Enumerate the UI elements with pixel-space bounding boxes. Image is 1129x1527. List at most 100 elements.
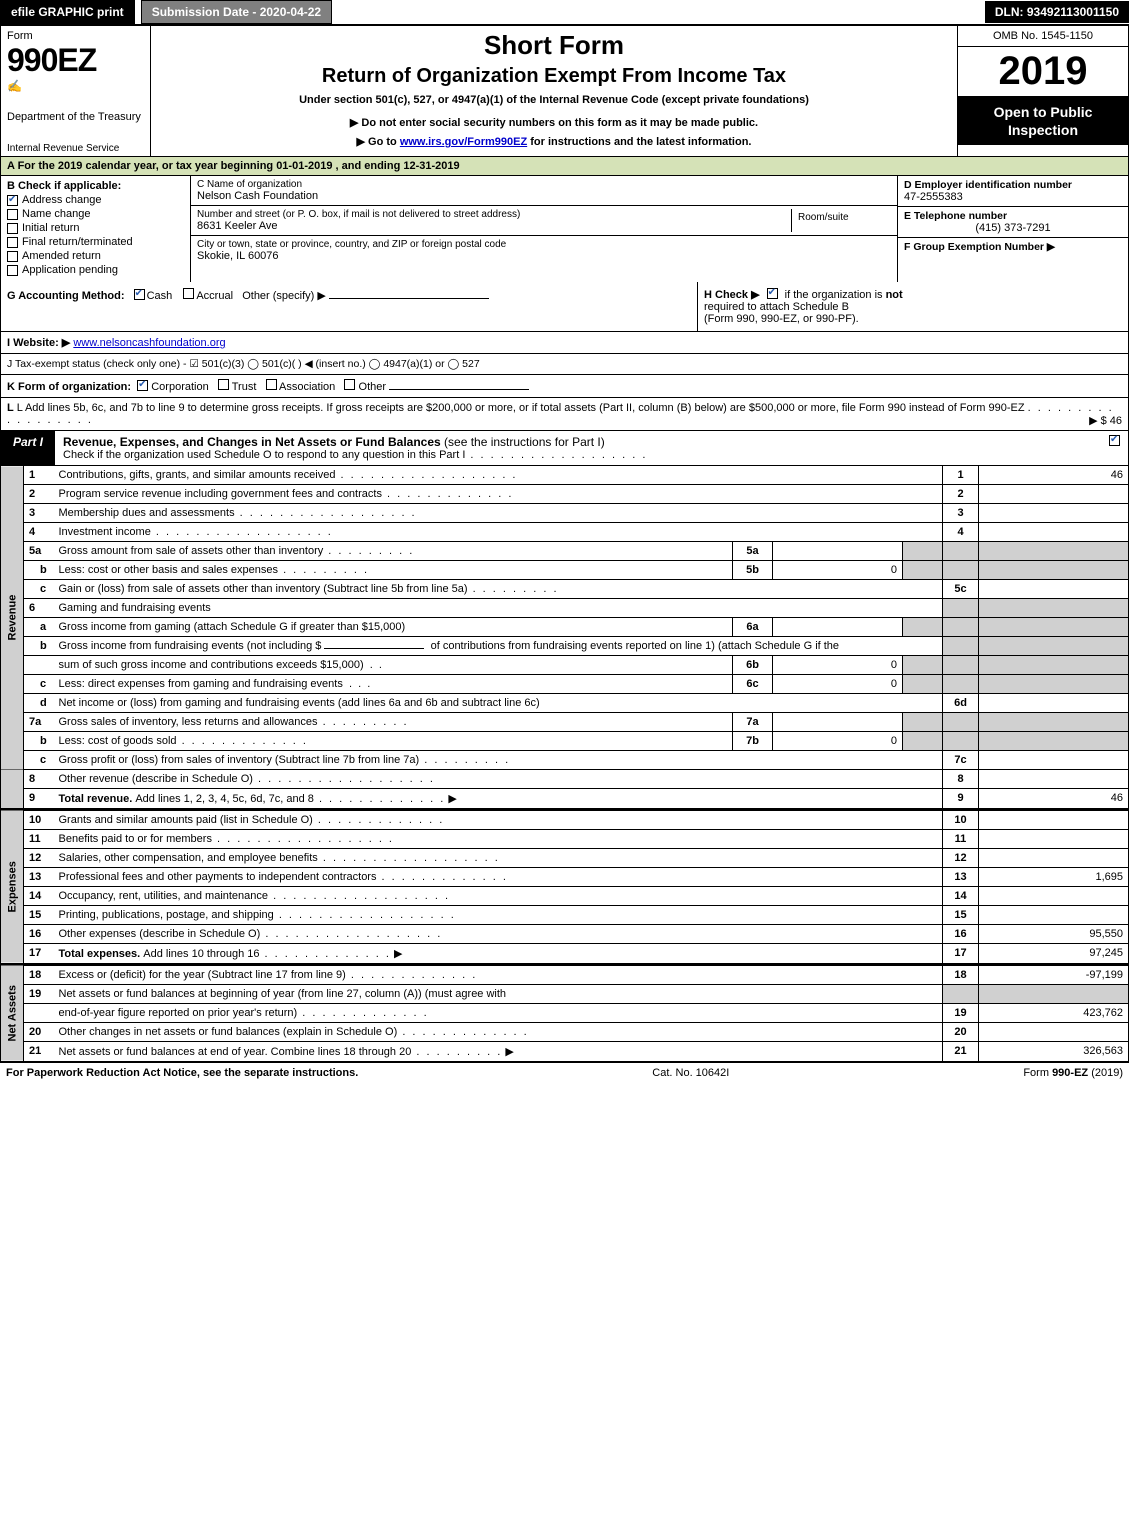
footer-right-post: (2019) [1088, 1067, 1123, 1079]
shade-cell [979, 561, 1129, 580]
form-word: Form [7, 30, 144, 42]
right-line-value [979, 849, 1129, 868]
part1-tab: Part I [1, 431, 55, 465]
checkbox-amended-return[interactable] [7, 251, 18, 262]
header-left: Form 990EZ ✍ Department of the Treasury … [1, 26, 151, 156]
mini-box-value: 0 [773, 675, 903, 694]
right-line-value [979, 751, 1129, 770]
netassets-side-label: Net Assets [1, 965, 24, 1062]
checkbox-accrual[interactable] [183, 288, 194, 299]
line-number: a [24, 618, 54, 637]
mini-box-label: 6c [733, 675, 773, 694]
line-number: 1 [24, 466, 54, 485]
shade-cell [903, 732, 943, 751]
c-name-label: C Name of organization [197, 179, 891, 190]
line-number: 5a [24, 542, 54, 561]
line-number: 4 [24, 523, 54, 542]
line-number: 14 [24, 887, 54, 906]
shade-cell [943, 542, 979, 561]
checkbox-schedule-b[interactable] [767, 288, 778, 299]
f-group-label: F Group Exemption Number ▶ [904, 241, 1122, 253]
line-desc: Printing, publications, postage, and shi… [59, 909, 274, 921]
checkbox-name-change[interactable] [7, 209, 18, 220]
line-number [24, 656, 54, 675]
shade-cell [943, 732, 979, 751]
line-number: 15 [24, 906, 54, 925]
checkbox-final-return[interactable] [7, 237, 18, 248]
table-row: c Gain or (loss) from sale of assets oth… [1, 580, 1129, 599]
checkbox-schedule-o[interactable] [1109, 435, 1120, 446]
right-line-number: 9 [943, 789, 979, 809]
checkbox-initial-return[interactable] [7, 223, 18, 234]
k-form-org-row: K Form of organization: Corporation Trus… [0, 375, 1129, 398]
table-row: c Less: direct expenses from gaming and … [1, 675, 1129, 694]
right-line-number: 7c [943, 751, 979, 770]
right-line-value [979, 485, 1129, 504]
line-number: 6 [24, 599, 54, 618]
line-desc: Less: cost of goods sold [59, 735, 177, 747]
right-line-value: 326,563 [979, 1042, 1129, 1062]
table-row: b Less: cost or other basis and sales ex… [1, 561, 1129, 580]
checkbox-address-change[interactable] [7, 195, 18, 206]
phone-value: (415) 373-7291 [904, 222, 1122, 234]
website-link[interactable]: www.nelsoncashfoundation.org [73, 337, 225, 349]
right-line-number: 14 [943, 887, 979, 906]
shade-cell [903, 713, 943, 732]
checkbox-corporation[interactable] [137, 380, 148, 391]
right-line-value: 423,762 [979, 1004, 1129, 1023]
line-desc: Program service revenue including govern… [59, 488, 382, 500]
line-desc: Other expenses (describe in Schedule O) [59, 928, 261, 940]
right-line-value [979, 810, 1129, 830]
line-desc: Gross income from gaming (attach Schedul… [59, 621, 406, 633]
table-row: 2 Program service revenue including gove… [1, 485, 1129, 504]
header-mid: Short Form Return of Organization Exempt… [151, 26, 958, 156]
checkbox-other-org[interactable] [344, 379, 355, 390]
right-line-value [979, 580, 1129, 599]
open-public-badge: Open to Public Inspection [958, 97, 1128, 145]
shade-cell [903, 542, 943, 561]
table-row: 14 Occupancy, rent, utilities, and maint… [1, 887, 1129, 906]
org-city: Skokie, IL 60076 [197, 250, 891, 262]
shade-cell [979, 675, 1129, 694]
shade-cell [943, 618, 979, 637]
shade-cell [903, 561, 943, 580]
label-address-change: Address change [22, 194, 102, 206]
efile-print-button[interactable]: efile GRAPHIC print [0, 0, 135, 24]
table-row: 19 Net assets or fund balances at beginn… [1, 985, 1129, 1004]
line-desc: Gain or (loss) from sale of assets other… [59, 583, 468, 595]
line-desc: Net assets or fund balances at end of ye… [59, 1046, 412, 1058]
line-number: 21 [24, 1042, 54, 1062]
mini-box-label: 6b [733, 656, 773, 675]
table-row: Expenses 10 Grants and similar amounts p… [1, 810, 1129, 830]
submission-date-badge: Submission Date - 2020-04-22 [141, 0, 332, 24]
table-row: c Gross profit or (loss) from sales of i… [1, 751, 1129, 770]
mini-box-label: 5a [733, 542, 773, 561]
fundraising-amount-input[interactable] [324, 648, 424, 649]
checkbox-trust[interactable] [218, 379, 229, 390]
table-row: Net Assets 18 Excess or (deficit) for th… [1, 965, 1129, 985]
right-line-value [979, 523, 1129, 542]
c-addr-label: Number and street (or P. O. box, if mail… [197, 209, 791, 220]
line-desc: Gross amount from sale of assets other t… [59, 545, 324, 557]
do-not-ssn: ▶ Do not enter social security numbers o… [159, 116, 949, 129]
expenses-table: Expenses 10 Grants and similar amounts p… [0, 809, 1129, 964]
mini-box-label: 6a [733, 618, 773, 637]
label-trust: Trust [232, 381, 257, 393]
h-text2: required to attach Schedule B [704, 301, 849, 313]
shade-cell [979, 599, 1129, 618]
goto-link[interactable]: www.irs.gov/Form990EZ [400, 136, 527, 148]
i-label: I Website: ▶ [7, 337, 70, 349]
h-text3: (Form 990, 990-EZ, or 990-PF). [704, 313, 859, 325]
other-specify-input[interactable] [329, 298, 489, 299]
dln-badge: DLN: 93492113001150 [985, 1, 1129, 23]
checkbox-association[interactable] [266, 379, 277, 390]
checkbox-cash[interactable] [134, 289, 145, 300]
checkbox-application-pending[interactable] [7, 265, 18, 276]
table-row: 11 Benefits paid to or for members 11 [1, 830, 1129, 849]
revenue-table: Revenue 1 Contributions, gifts, grants, … [0, 466, 1129, 809]
label-name-change: Name change [22, 208, 91, 220]
top-bar-left: efile GRAPHIC print Submission Date - 20… [0, 0, 332, 24]
omb-number: OMB No. 1545-1150 [958, 26, 1128, 47]
shade-cell [943, 713, 979, 732]
right-line-value: 95,550 [979, 925, 1129, 944]
